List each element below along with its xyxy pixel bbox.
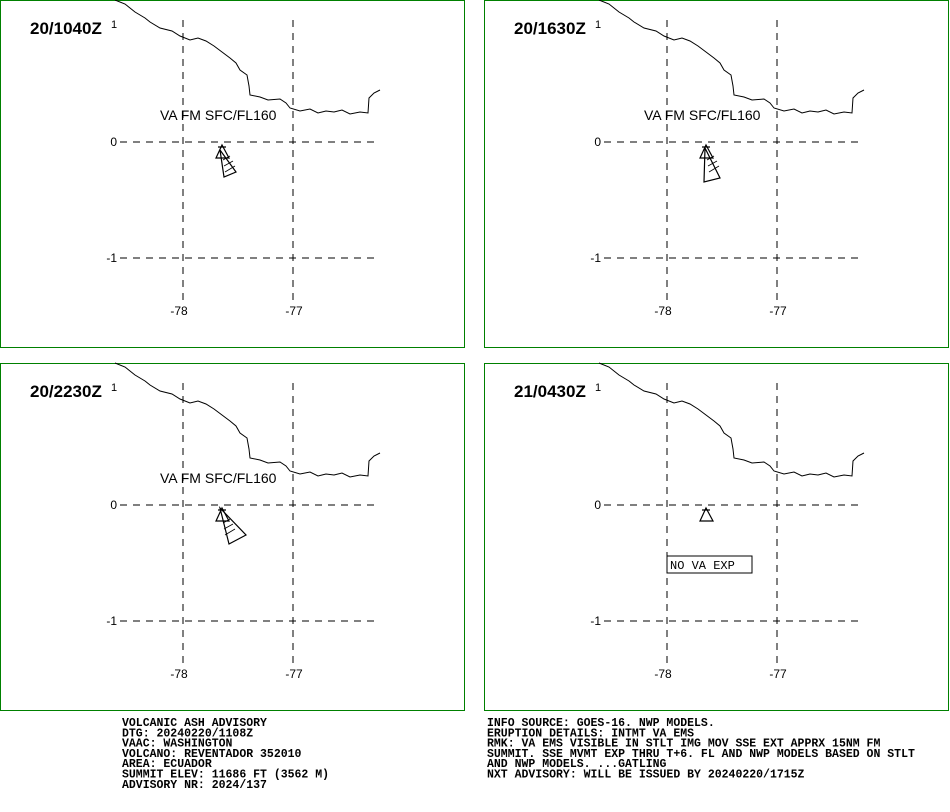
- ash-annotation: VA FM SFC/FL160: [160, 470, 277, 486]
- lon-label: -78: [170, 667, 188, 681]
- valid-time: 20/2230Z: [30, 382, 102, 401]
- advisory-line: AND NWP MODELS. ...GATLING: [487, 758, 667, 771]
- coastline: [114, 0, 381, 115]
- coastline: [114, 362, 381, 478]
- map-panel: 0 -1 -78 -77 21/0430Z 1 NO VA EXP: [484, 362, 949, 711]
- advisory-line: VOLCANIC ASH ADVISORY: [122, 717, 267, 730]
- lat-label: -1: [590, 251, 601, 265]
- ash-cloud: [219, 149, 237, 178]
- time-marker: 1: [111, 19, 117, 31]
- lat-label: 0: [594, 498, 601, 512]
- panel-border: [484, 363, 949, 711]
- ash-cloud: [218, 505, 247, 545]
- valid-time: 20/1040Z: [30, 19, 102, 38]
- volcano-symbol: [215, 506, 231, 522]
- valid-time: 21/0430Z: [514, 382, 586, 401]
- volcano-symbol: [699, 506, 715, 522]
- time-marker: 1: [111, 382, 117, 394]
- coastline: [598, 0, 865, 115]
- ash-annotation: VA FM SFC/FL160: [644, 107, 761, 123]
- coastline: [598, 362, 865, 478]
- lon-label: -77: [285, 667, 303, 681]
- lon-label: -78: [654, 667, 672, 681]
- map-panel: 0 -1 -78 -77 20/1630Z 1 VA FM SFC/FL160: [484, 0, 949, 348]
- volcano-symbol: [215, 143, 231, 159]
- advisory-line: AREA: ECUADOR: [122, 758, 212, 771]
- lat-label: -1: [106, 251, 117, 265]
- advisory-line: NXT ADVISORY: WILL BE ISSUED BY 20240220…: [487, 769, 805, 782]
- advisory-line: VAAC: WASHINGTON: [122, 738, 233, 751]
- lon-label: -77: [769, 667, 787, 681]
- advisory-line: ADVISORY NR: 2024/137: [122, 779, 267, 792]
- panel-border: [0, 363, 465, 711]
- panel-border: [0, 0, 465, 348]
- advisory-line: VOLCANO: REVENTADOR 352010: [122, 748, 302, 761]
- lon-label: -78: [654, 304, 672, 318]
- lon-label: -78: [170, 304, 188, 318]
- lat-label: 0: [110, 135, 117, 149]
- advisory-line: RMK: VA EMS VISIBLE IN STLT IMG MOV SSE …: [487, 738, 880, 751]
- map-panel: 0 -1 -78 -77 20/1040Z 1 VA FM SFC/FL160: [0, 0, 465, 348]
- advisory-line: DTG: 20240220/1108Z: [122, 727, 253, 740]
- lat-label: 0: [594, 135, 601, 149]
- lat-label: 0: [110, 498, 117, 512]
- advisory-line: ERUPTION DETAILS: INTMT VA EMS: [487, 727, 694, 740]
- advisory-line: INFO SOURCE: GOES-16. NWP MODELS.: [487, 717, 715, 730]
- panel-border: [484, 0, 949, 348]
- lon-label: -77: [285, 304, 303, 318]
- time-marker: 1: [595, 382, 601, 394]
- ash-annotation: NO VA EXP: [670, 559, 735, 573]
- lon-label: -77: [769, 304, 787, 318]
- ash-annotation: VA FM SFC/FL160: [160, 107, 277, 123]
- annotation-box: [666, 555, 753, 574]
- time-marker: 1: [595, 19, 601, 31]
- ash-cloud: [703, 147, 721, 183]
- advisory-line: SUMMIT ELEV: 11686 FT (3562 M): [122, 769, 329, 782]
- advisory-line: SUMMIT. SSE MVMT EXP THRU T+6. FL AND NW…: [487, 748, 915, 761]
- lat-label: -1: [106, 614, 117, 628]
- valid-time: 20/1630Z: [514, 19, 586, 38]
- map-panel: 0 -1 -78 -77 20/2230Z 1 VA FM SFC/FL160: [0, 362, 465, 711]
- lat-label: -1: [590, 614, 601, 628]
- volcano-symbol: [699, 143, 715, 159]
